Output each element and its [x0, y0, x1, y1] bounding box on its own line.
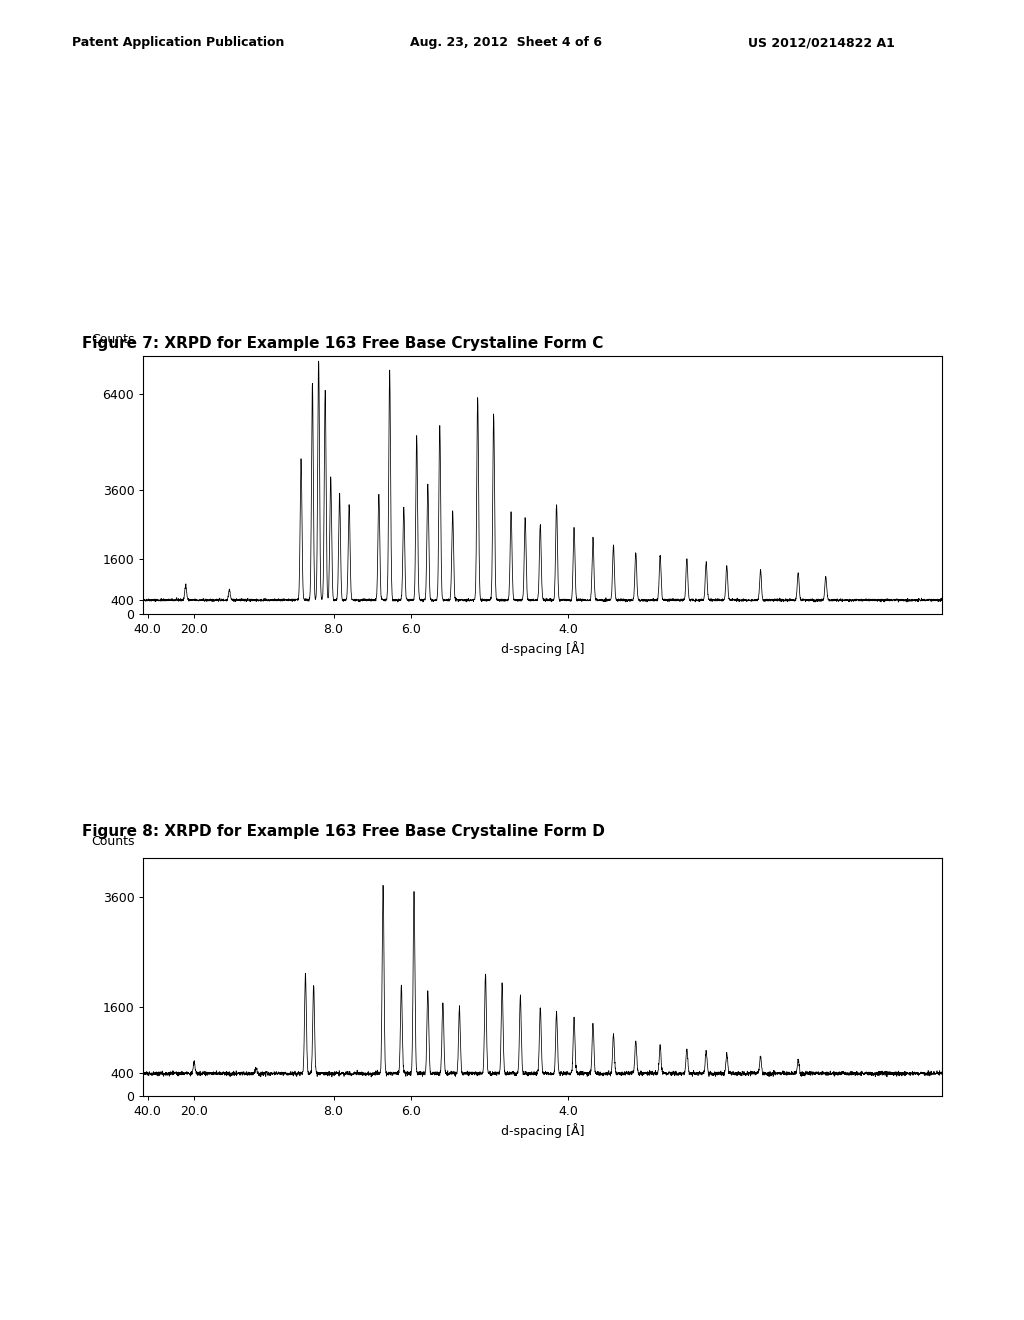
X-axis label: d-spacing [Å]: d-spacing [Å] [501, 642, 585, 656]
Text: Patent Application Publication: Patent Application Publication [72, 37, 284, 49]
Text: Counts: Counts [91, 333, 135, 346]
Text: Aug. 23, 2012  Sheet 4 of 6: Aug. 23, 2012 Sheet 4 of 6 [410, 37, 602, 49]
Text: Figure 7: XRPD for Example 163 Free Base Crystaline Form C: Figure 7: XRPD for Example 163 Free Base… [82, 335, 603, 351]
Text: US 2012/0214822 A1: US 2012/0214822 A1 [748, 37, 894, 49]
Text: Counts: Counts [91, 836, 135, 849]
Text: Figure 8: XRPD for Example 163 Free Base Crystaline Form D: Figure 8: XRPD for Example 163 Free Base… [82, 824, 605, 840]
X-axis label: d-spacing [Å]: d-spacing [Å] [501, 1123, 585, 1138]
